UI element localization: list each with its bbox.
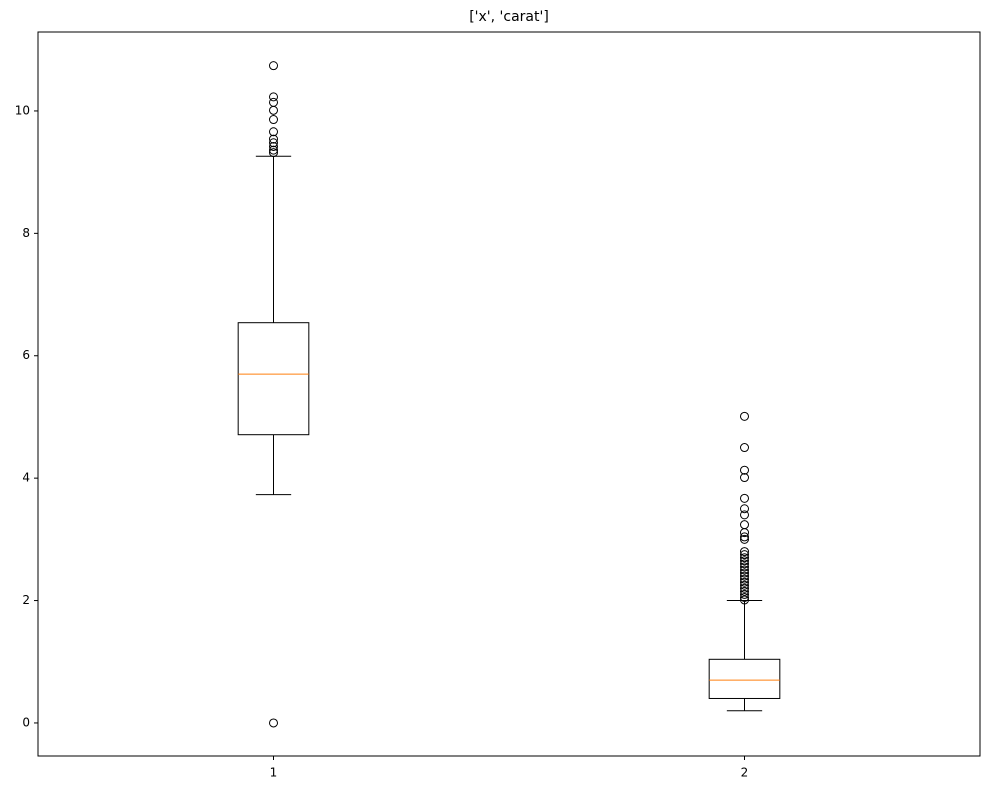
flier (269, 138, 278, 148)
flier (269, 145, 278, 155)
flier (740, 568, 749, 578)
flier (740, 510, 749, 520)
y-tick-label: 0 (22, 715, 30, 729)
flier (269, 127, 278, 137)
flier (740, 571, 749, 581)
flier (269, 148, 278, 158)
flier (740, 565, 749, 575)
flier (269, 61, 278, 71)
flier (740, 534, 749, 544)
flier (740, 559, 749, 569)
flier (740, 465, 749, 475)
y-tick-label: 8 (22, 226, 30, 240)
y-tick-label: 4 (22, 471, 30, 485)
flier (740, 595, 749, 605)
flier (740, 493, 749, 503)
flier (740, 550, 749, 560)
flier (740, 443, 749, 453)
y-tick-label: 10 (15, 103, 30, 117)
flier (740, 556, 749, 566)
flier (740, 528, 749, 538)
flier (269, 115, 278, 125)
flier (740, 532, 749, 542)
flier (740, 592, 749, 602)
box (708, 658, 781, 699)
box (237, 322, 310, 436)
flier (740, 553, 749, 563)
flier (269, 105, 278, 115)
flier (269, 134, 278, 144)
flier (740, 411, 749, 421)
flier (740, 583, 749, 593)
y-tick-label: 6 (22, 348, 30, 362)
flier (740, 586, 749, 596)
flier (740, 504, 749, 514)
flier (740, 580, 749, 590)
x-tick-label: 2 (741, 766, 749, 780)
chart-title: ['x', 'carat'] (469, 9, 549, 25)
flier (740, 562, 749, 572)
y-tick-label: 2 (22, 593, 30, 607)
plot-frame (37, 31, 981, 757)
flier (740, 589, 749, 599)
flier (740, 574, 749, 584)
flier (269, 141, 278, 151)
x-tick-label: 1 (270, 766, 278, 780)
flier (740, 547, 749, 557)
flier (740, 577, 749, 587)
flier (269, 92, 278, 102)
flier (269, 718, 278, 728)
flier (740, 473, 749, 483)
